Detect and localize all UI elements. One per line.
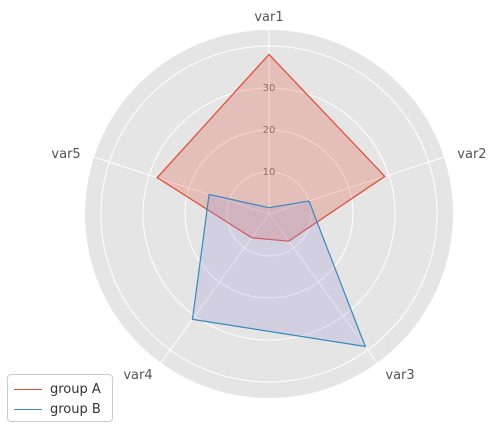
category-label-var4: var4 (123, 368, 152, 383)
radial-tick-label: 20 (263, 125, 276, 136)
axis-spoke (268, 156, 445, 215)
radial-tick-labels: 10 20 30 (263, 83, 276, 178)
legend-swatch-group-a (14, 388, 42, 390)
series-area-group-a (157, 54, 385, 242)
legend-item-group-b: group B (14, 399, 112, 419)
series-layer (156, 53, 386, 348)
series-line-group-a (156, 53, 386, 242)
category-labels: var1 var2 var3 var4 var5 (51, 10, 486, 383)
legend: group A group B (7, 374, 113, 422)
legend-label: group B (50, 401, 101, 417)
axis-spoke (268, 213, 378, 364)
axis-spoke (93, 156, 270, 215)
legend-label: group A (50, 381, 101, 397)
radial-tick-label: 30 (263, 83, 276, 94)
category-label-var1: var1 (254, 10, 283, 25)
axes (93, 30, 445, 364)
legend-swatch-group-b (14, 408, 42, 410)
legend-item-group-a: group A (14, 379, 112, 399)
series-area-group-b (192, 194, 366, 347)
category-label-var2: var2 (457, 147, 486, 162)
series-line-group-b (191, 193, 367, 348)
category-label-var5: var5 (51, 147, 80, 162)
axis-spoke (160, 213, 270, 364)
radial-tick-label: 10 (263, 167, 276, 178)
category-label-var3: var3 (385, 368, 414, 383)
